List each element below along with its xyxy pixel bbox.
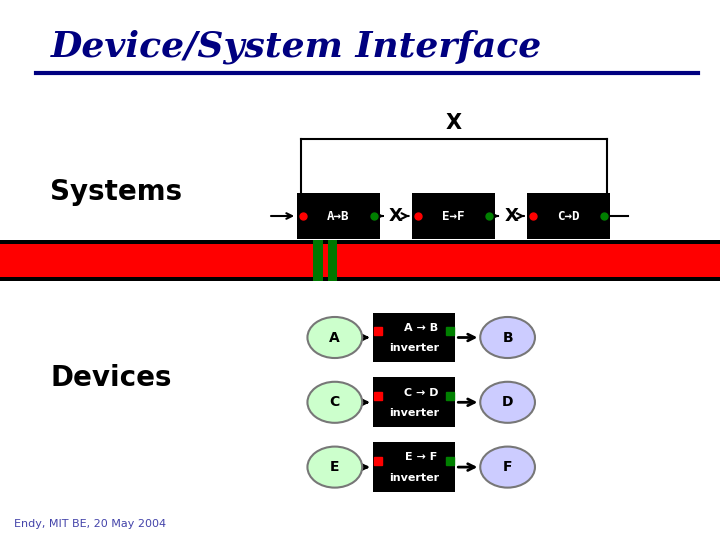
Bar <box>373 313 455 362</box>
Bar <box>328 240 337 281</box>
Text: B: B <box>503 330 513 345</box>
Text: X: X <box>389 207 403 225</box>
Bar <box>0 240 720 281</box>
Text: E: E <box>330 460 340 474</box>
Text: X: X <box>504 207 518 225</box>
Bar <box>0 244 720 277</box>
Text: inverter: inverter <box>389 473 439 483</box>
Text: C: C <box>330 395 340 409</box>
Text: A→B: A→B <box>327 210 350 222</box>
Bar <box>373 442 455 492</box>
Text: inverter: inverter <box>389 343 439 353</box>
Text: inverter: inverter <box>389 408 439 418</box>
Text: X: X <box>446 112 462 133</box>
Text: Devices: Devices <box>50 364 172 392</box>
Circle shape <box>307 382 362 423</box>
Text: D: D <box>502 395 513 409</box>
Text: E→F: E→F <box>442 210 465 222</box>
Text: Systems: Systems <box>50 178 183 206</box>
Text: C→D: C→D <box>557 210 580 222</box>
Text: E → F: E → F <box>405 453 437 462</box>
Text: Endy, MIT BE, 20 May 2004: Endy, MIT BE, 20 May 2004 <box>14 519 166 529</box>
Circle shape <box>480 382 535 423</box>
Bar <box>313 240 323 281</box>
Bar <box>527 193 610 239</box>
Bar <box>373 377 455 427</box>
Text: F: F <box>503 460 513 474</box>
Bar <box>412 193 495 239</box>
Bar <box>297 193 380 239</box>
Text: C → D: C → D <box>404 388 438 397</box>
Text: Device/System Interface: Device/System Interface <box>50 30 541 64</box>
Circle shape <box>480 447 535 488</box>
Text: A → B: A → B <box>404 323 438 333</box>
Circle shape <box>307 317 362 358</box>
Circle shape <box>307 447 362 488</box>
Text: A: A <box>330 330 340 345</box>
Circle shape <box>480 317 535 358</box>
